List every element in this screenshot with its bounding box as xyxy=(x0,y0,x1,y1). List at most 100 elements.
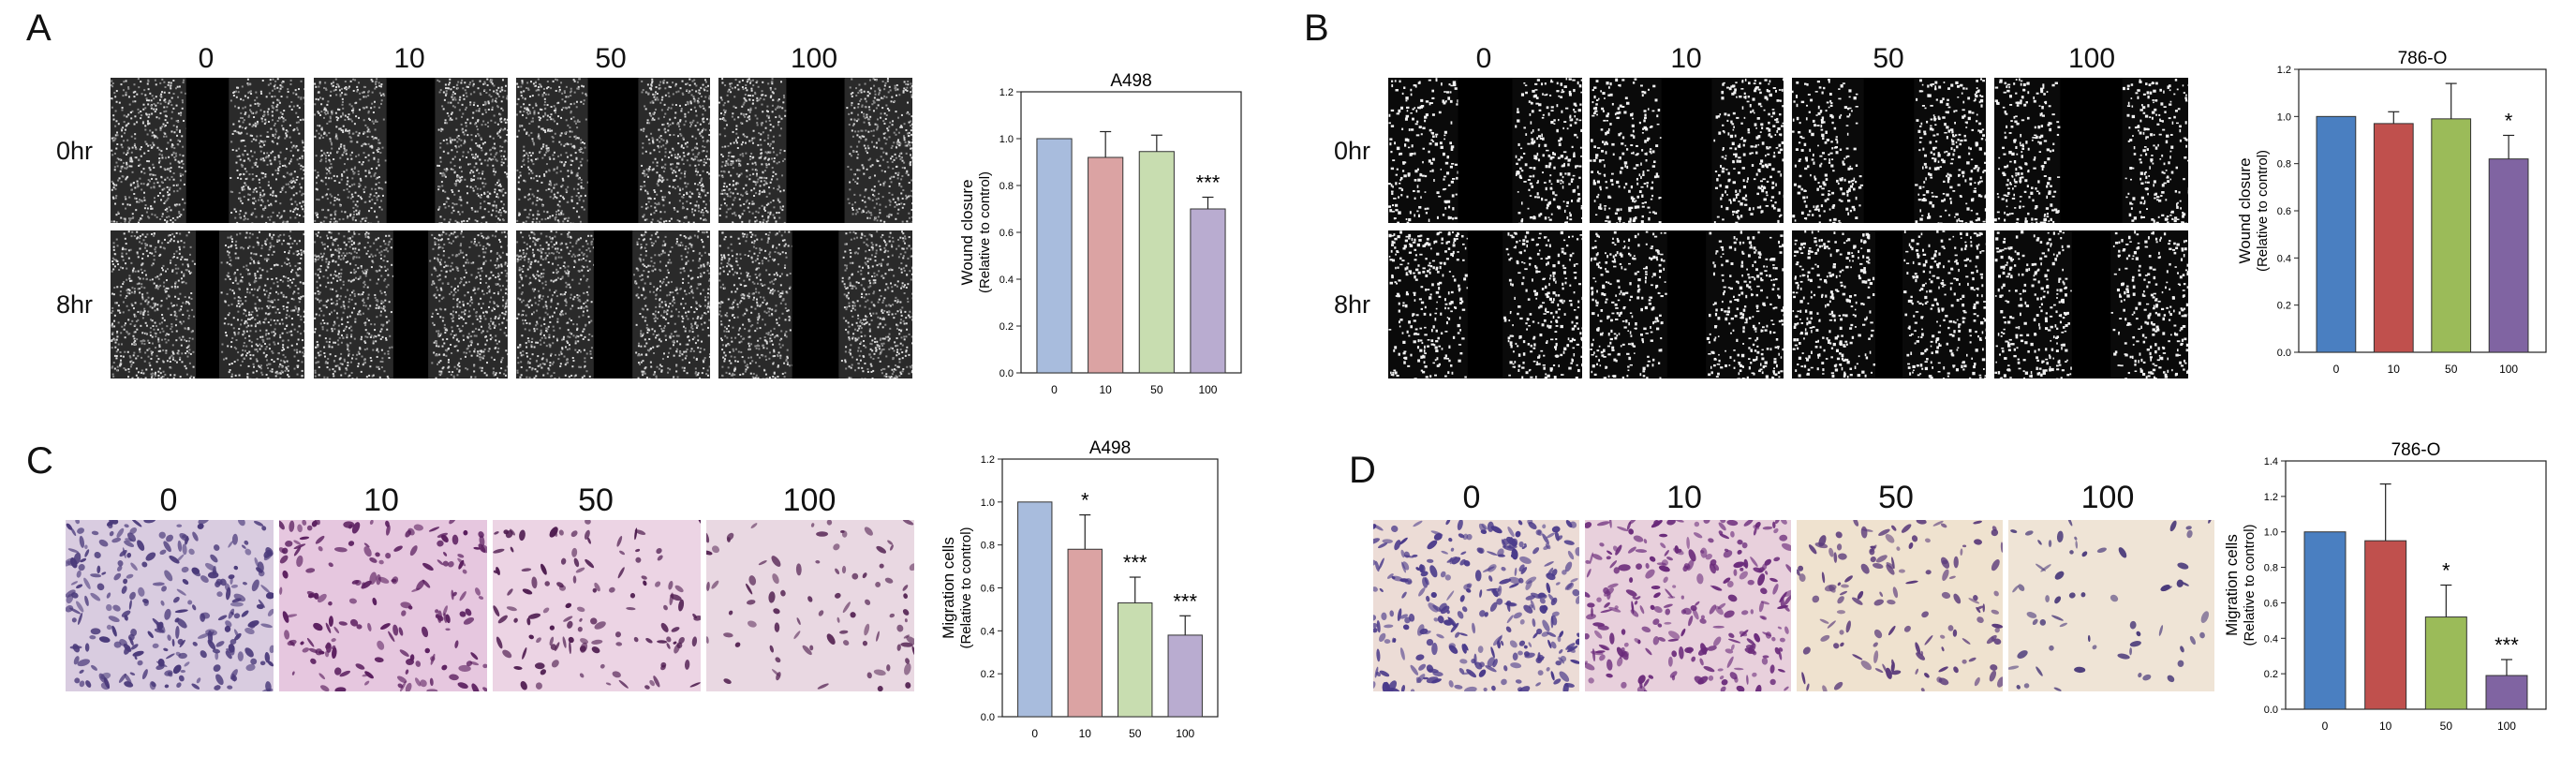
wound-image xyxy=(516,230,710,378)
dose-label: 10 xyxy=(1666,480,1702,515)
bar xyxy=(1088,156,1124,374)
y-tick-label: 0.8 xyxy=(999,181,1014,192)
significance-label: * xyxy=(2442,559,2450,583)
y-tick-label: 0.4 xyxy=(999,275,1014,286)
panel-letter-a: A xyxy=(26,7,52,49)
bar xyxy=(1118,602,1153,718)
wound-image xyxy=(314,78,508,223)
bar xyxy=(2488,158,2529,353)
bar xyxy=(2303,531,2347,710)
y-axis-label: Wound closure xyxy=(958,179,976,285)
y-axis-label: Migration cells xyxy=(940,537,957,639)
migration-image xyxy=(493,520,701,691)
dose-label: 100 xyxy=(790,43,838,74)
y-tick-label: 0.2 xyxy=(2264,669,2278,680)
y-tick-label: 0.4 xyxy=(2277,253,2291,264)
bar xyxy=(1036,138,1073,374)
y-tick-label: 1.4 xyxy=(2264,456,2278,468)
bar-chart-b: 786-O 0.0 0.2 0.4 0.6 0.8 1.0 1.2 Wound closure(… xyxy=(2220,45,2576,382)
dose-label: 10 xyxy=(393,43,425,74)
bar xyxy=(2485,675,2528,710)
bar xyxy=(2431,118,2472,353)
dose-label: 0 xyxy=(159,482,178,518)
y-tick-label: 0.4 xyxy=(981,626,995,637)
significance-label: *** xyxy=(1196,171,1221,195)
bar xyxy=(2364,540,2407,710)
wound-image xyxy=(1388,230,1582,378)
x-tick-label: 100 xyxy=(1176,727,1194,740)
bar-chart-a: A498 0.0 0.2 0.4 0.6 0.8 1.0 1.2 Wound closure (R… xyxy=(937,71,1246,396)
bar-chart-c: A498 0.0 0.2 0.4 0.6 0.8 1.0 1.2 Migration cells… xyxy=(937,438,1246,740)
y-tick-label: 0.2 xyxy=(981,669,995,680)
x-tick-label: 50 xyxy=(1129,727,1142,740)
chart-title: A498 xyxy=(1089,438,1131,458)
wound-image xyxy=(1994,230,2188,378)
dose-label: 0 xyxy=(1475,43,1492,74)
bar xyxy=(1167,634,1203,718)
migration-image xyxy=(279,520,487,691)
migration-image xyxy=(2008,520,2214,691)
x-tick-label: 50 xyxy=(2445,363,2458,376)
time-label: 0hr xyxy=(1334,137,1371,165)
y-tick-label: 0.8 xyxy=(2264,563,2278,574)
bar xyxy=(1138,151,1175,374)
x-tick-label: 10 xyxy=(2379,720,2392,733)
bar xyxy=(1067,548,1103,718)
dose-label: 10 xyxy=(363,482,399,518)
y-tick-label: 1.0 xyxy=(999,134,1014,145)
wound-image xyxy=(718,78,912,223)
panel-letter-b: B xyxy=(1304,7,1329,49)
time-label: 0hr xyxy=(56,137,94,165)
significance-label: *** xyxy=(2495,633,2519,657)
y-axis-label: Migration cells xyxy=(2223,534,2241,636)
dose-label: 50 xyxy=(1878,480,1914,515)
dose-label: 0 xyxy=(198,43,215,74)
bar-chart-d: 786-O 0.0 0.2 0.4 0.6 0.8 1.0 1.2 1.4 Migration c… xyxy=(2220,440,2576,738)
chart-title: 786-O xyxy=(2398,49,2448,68)
y-tick-label: 0.6 xyxy=(999,228,1014,239)
migration-image xyxy=(1797,520,2003,691)
wound-image xyxy=(314,230,508,378)
wound-image xyxy=(1590,78,1784,223)
y-tick-label: 1.2 xyxy=(2264,492,2278,503)
bar xyxy=(1017,501,1053,718)
wound-image xyxy=(1590,230,1784,378)
dose-label: 50 xyxy=(578,482,614,518)
y-tick-label: 0.6 xyxy=(2264,598,2278,609)
x-tick-label: 0 xyxy=(2333,363,2340,376)
y-tick-label: 0.0 xyxy=(2264,705,2278,716)
dose-label: 100 xyxy=(782,482,836,518)
y-tick-label: 0.8 xyxy=(2277,159,2291,171)
panel-letter-c: C xyxy=(26,440,53,482)
bar xyxy=(1190,208,1226,374)
significance-label: *** xyxy=(1123,551,1147,574)
migration-image xyxy=(66,520,274,691)
y-tick-label: 1.0 xyxy=(2264,527,2278,539)
panel-letter-d: D xyxy=(1349,450,1376,491)
x-tick-label: 10 xyxy=(1079,727,1092,740)
dose-label: 10 xyxy=(1670,43,1702,74)
x-tick-label: 0 xyxy=(2322,720,2329,733)
significance-label: *** xyxy=(1173,589,1197,613)
wound-image xyxy=(516,78,710,223)
x-tick-label: 0 xyxy=(1031,727,1038,740)
x-tick-label: 10 xyxy=(2388,363,2401,376)
x-tick-label: 50 xyxy=(2440,720,2453,733)
bar xyxy=(2373,123,2414,353)
migration-image xyxy=(1373,520,1579,691)
y-tick-label: 0.2 xyxy=(999,321,1014,333)
y-axis-sublabel: (Relative to control) xyxy=(2255,150,2271,272)
x-tick-label: 50 xyxy=(1150,383,1163,396)
dose-label: 0 xyxy=(1462,480,1481,515)
y-axis-sublabel: (Relative to control) xyxy=(977,171,993,293)
y-tick-label: 0.0 xyxy=(981,712,995,723)
x-tick-label: 0 xyxy=(1051,383,1058,396)
bar xyxy=(2316,115,2357,353)
plot-frame xyxy=(2285,460,2547,710)
y-tick-label: 1.2 xyxy=(981,454,995,466)
wound-image xyxy=(111,230,304,378)
wound-image xyxy=(1792,78,1986,223)
dose-label: 100 xyxy=(2080,480,2135,515)
wound-image xyxy=(1994,78,2188,223)
y-tick-label: 1.2 xyxy=(2277,65,2291,76)
